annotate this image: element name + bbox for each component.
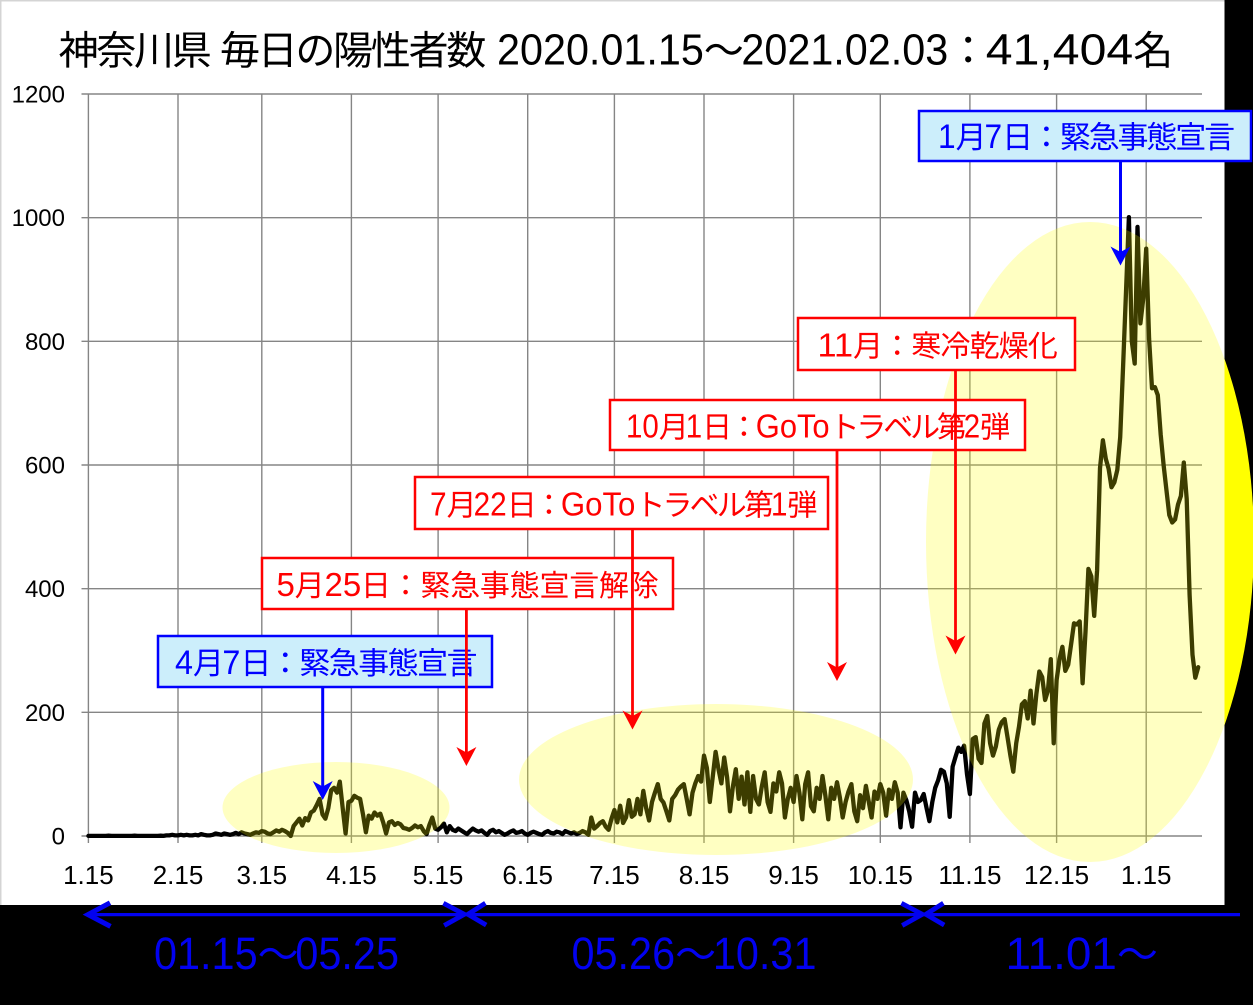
svg-text:7: 7 (985, 118, 1003, 156)
svg-text:01.15: 01.15 (154, 928, 258, 979)
svg-text:400: 400 (25, 576, 65, 603)
svg-text:1: 1 (686, 408, 702, 445)
svg-text:6.15: 6.15 (502, 860, 553, 890)
svg-text:11: 11 (818, 327, 854, 364)
svg-text:4.15: 4.15 (326, 860, 377, 890)
svg-text:200: 200 (25, 700, 65, 727)
svg-text:3.15: 3.15 (236, 860, 287, 890)
svg-text:2021.02.03: 2021.02.03 (741, 26, 948, 75)
svg-text:1: 1 (938, 118, 956, 156)
svg-text:7.15: 7.15 (589, 860, 640, 890)
svg-text:1.15: 1.15 (63, 860, 114, 890)
svg-text:10.31: 10.31 (713, 928, 817, 979)
svg-text:4: 4 (175, 644, 193, 682)
svg-text:0: 0 (52, 824, 65, 851)
svg-text:11.15: 11.15 (938, 860, 1001, 890)
svg-text:2: 2 (964, 408, 980, 445)
svg-text:12.15: 12.15 (1024, 860, 1089, 890)
svg-text:5: 5 (277, 566, 295, 603)
svg-text:05.26: 05.26 (572, 928, 676, 979)
svg-text:2.15: 2.15 (153, 860, 204, 890)
svg-text:11.01: 11.01 (1006, 928, 1117, 979)
svg-text:2020.01.15: 2020.01.15 (497, 26, 704, 75)
svg-text:8.15: 8.15 (679, 860, 730, 890)
svg-text:600: 600 (25, 453, 65, 480)
svg-text:7: 7 (222, 644, 240, 682)
svg-text:22: 22 (474, 486, 507, 523)
svg-text:7: 7 (430, 486, 447, 523)
svg-text:800: 800 (25, 329, 65, 356)
svg-text:25: 25 (325, 566, 362, 603)
svg-text:05.25: 05.25 (295, 928, 399, 979)
svg-text:9.15: 9.15 (768, 860, 819, 890)
svg-text:10.15: 10.15 (848, 860, 913, 890)
svg-text:1200: 1200 (12, 82, 65, 109)
svg-text:10: 10 (626, 408, 659, 445)
svg-text:1: 1 (771, 486, 788, 523)
svg-text:GoTo: GoTo (561, 486, 636, 523)
svg-text:5.15: 5.15 (413, 860, 464, 890)
svg-text:GoTo: GoTo (756, 408, 830, 445)
svg-text:41,404: 41,404 (986, 26, 1133, 75)
svg-text:1.15: 1.15 (1121, 860, 1172, 890)
svg-text:1000: 1000 (12, 205, 65, 232)
